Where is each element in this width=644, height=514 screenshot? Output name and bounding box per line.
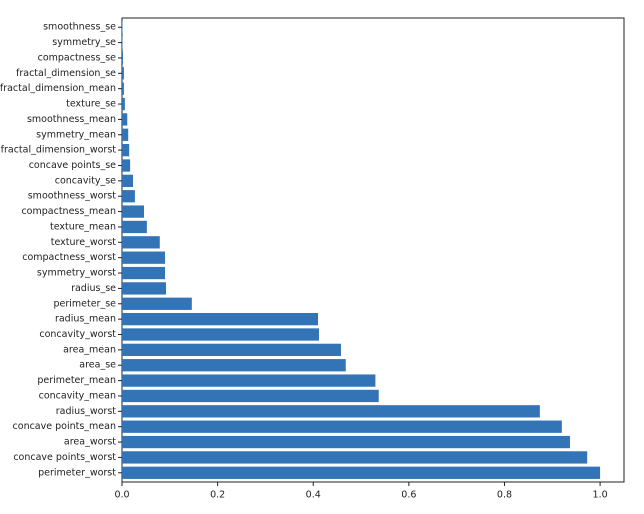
- bar: [122, 220, 147, 234]
- bar: [122, 343, 341, 357]
- y-tick-label: radius_mean: [55, 314, 116, 325]
- x-tick-label: 0.2: [210, 490, 225, 501]
- y-tick-label: symmetry_worst: [37, 268, 116, 279]
- bar: [122, 297, 192, 310]
- x-tick-label: 1.0: [593, 490, 608, 501]
- y-tick-label: compactness_worst: [22, 252, 116, 263]
- bar: [122, 236, 160, 249]
- y-tick-label: smoothness_se: [43, 22, 116, 33]
- plot-frame: [121, 17, 625, 483]
- y-tick-label: concave points_worst: [13, 452, 116, 463]
- bar: [122, 51, 123, 65]
- y-tick-label: concavity_worst: [39, 329, 116, 340]
- bar: [122, 97, 125, 111]
- y-tick-label: texture_se: [66, 99, 116, 110]
- bar: [122, 466, 601, 479]
- bar: [122, 190, 135, 203]
- bar: [122, 128, 129, 141]
- y-tick-label: perimeter_worst: [38, 467, 116, 478]
- bar: [122, 359, 346, 372]
- y-tick-label: concave points_se: [29, 160, 116, 171]
- bar: [122, 159, 131, 172]
- y-tick-label: concave points_mean: [13, 421, 116, 432]
- y-tick-label: compactness_mean: [21, 206, 116, 217]
- bar: [122, 420, 562, 433]
- y-tick-label: perimeter_mean: [37, 375, 116, 386]
- bar: [122, 312, 319, 326]
- y-tick-label: fractal_dimension_mean: [0, 83, 116, 94]
- bar: [122, 451, 588, 464]
- y-tick-label: symmetry_mean: [36, 129, 116, 140]
- y-tick-label: perimeter_se: [53, 298, 116, 309]
- bar: [122, 282, 166, 295]
- y-tick-label: texture_worst: [51, 237, 116, 248]
- bar: [122, 174, 133, 188]
- bar: [122, 266, 166, 280]
- y-tick-label: smoothness_worst: [28, 191, 117, 202]
- y-tick-label: texture_mean: [50, 221, 116, 232]
- x-tick-label: 0.8: [497, 490, 512, 501]
- bar: [122, 143, 130, 157]
- x-tick-label: 0.4: [306, 490, 321, 501]
- bar: [122, 328, 319, 341]
- bar: [122, 82, 124, 95]
- bar: [122, 67, 124, 80]
- bar: [122, 205, 144, 218]
- bar: [122, 374, 376, 387]
- y-tick-label: area_worst: [64, 437, 116, 448]
- y-tick-label: area_mean: [63, 344, 116, 355]
- y-tick-label: radius_worst: [56, 406, 117, 417]
- bar: [122, 405, 540, 418]
- bar: [122, 251, 166, 264]
- y-tick-label: fractal_dimension_worst: [1, 145, 117, 156]
- bar: [122, 113, 128, 126]
- bar: [122, 435, 570, 449]
- y-tick-label: radius_se: [71, 283, 116, 294]
- y-tick-label: area_se: [79, 360, 116, 371]
- y-tick-label: concavity_se: [55, 175, 116, 186]
- y-tick-label: fractal_dimension_se: [16, 68, 116, 79]
- x-tick-label: 0.0: [114, 490, 129, 501]
- y-tick-label: compactness_se: [38, 52, 117, 63]
- y-tick-label: concavity_mean: [39, 390, 116, 401]
- x-tick-label: 0.6: [401, 490, 416, 501]
- y-tick-label: smoothness_mean: [27, 114, 116, 125]
- y-tick-label: symmetry_se: [52, 37, 116, 48]
- bar: [122, 389, 379, 403]
